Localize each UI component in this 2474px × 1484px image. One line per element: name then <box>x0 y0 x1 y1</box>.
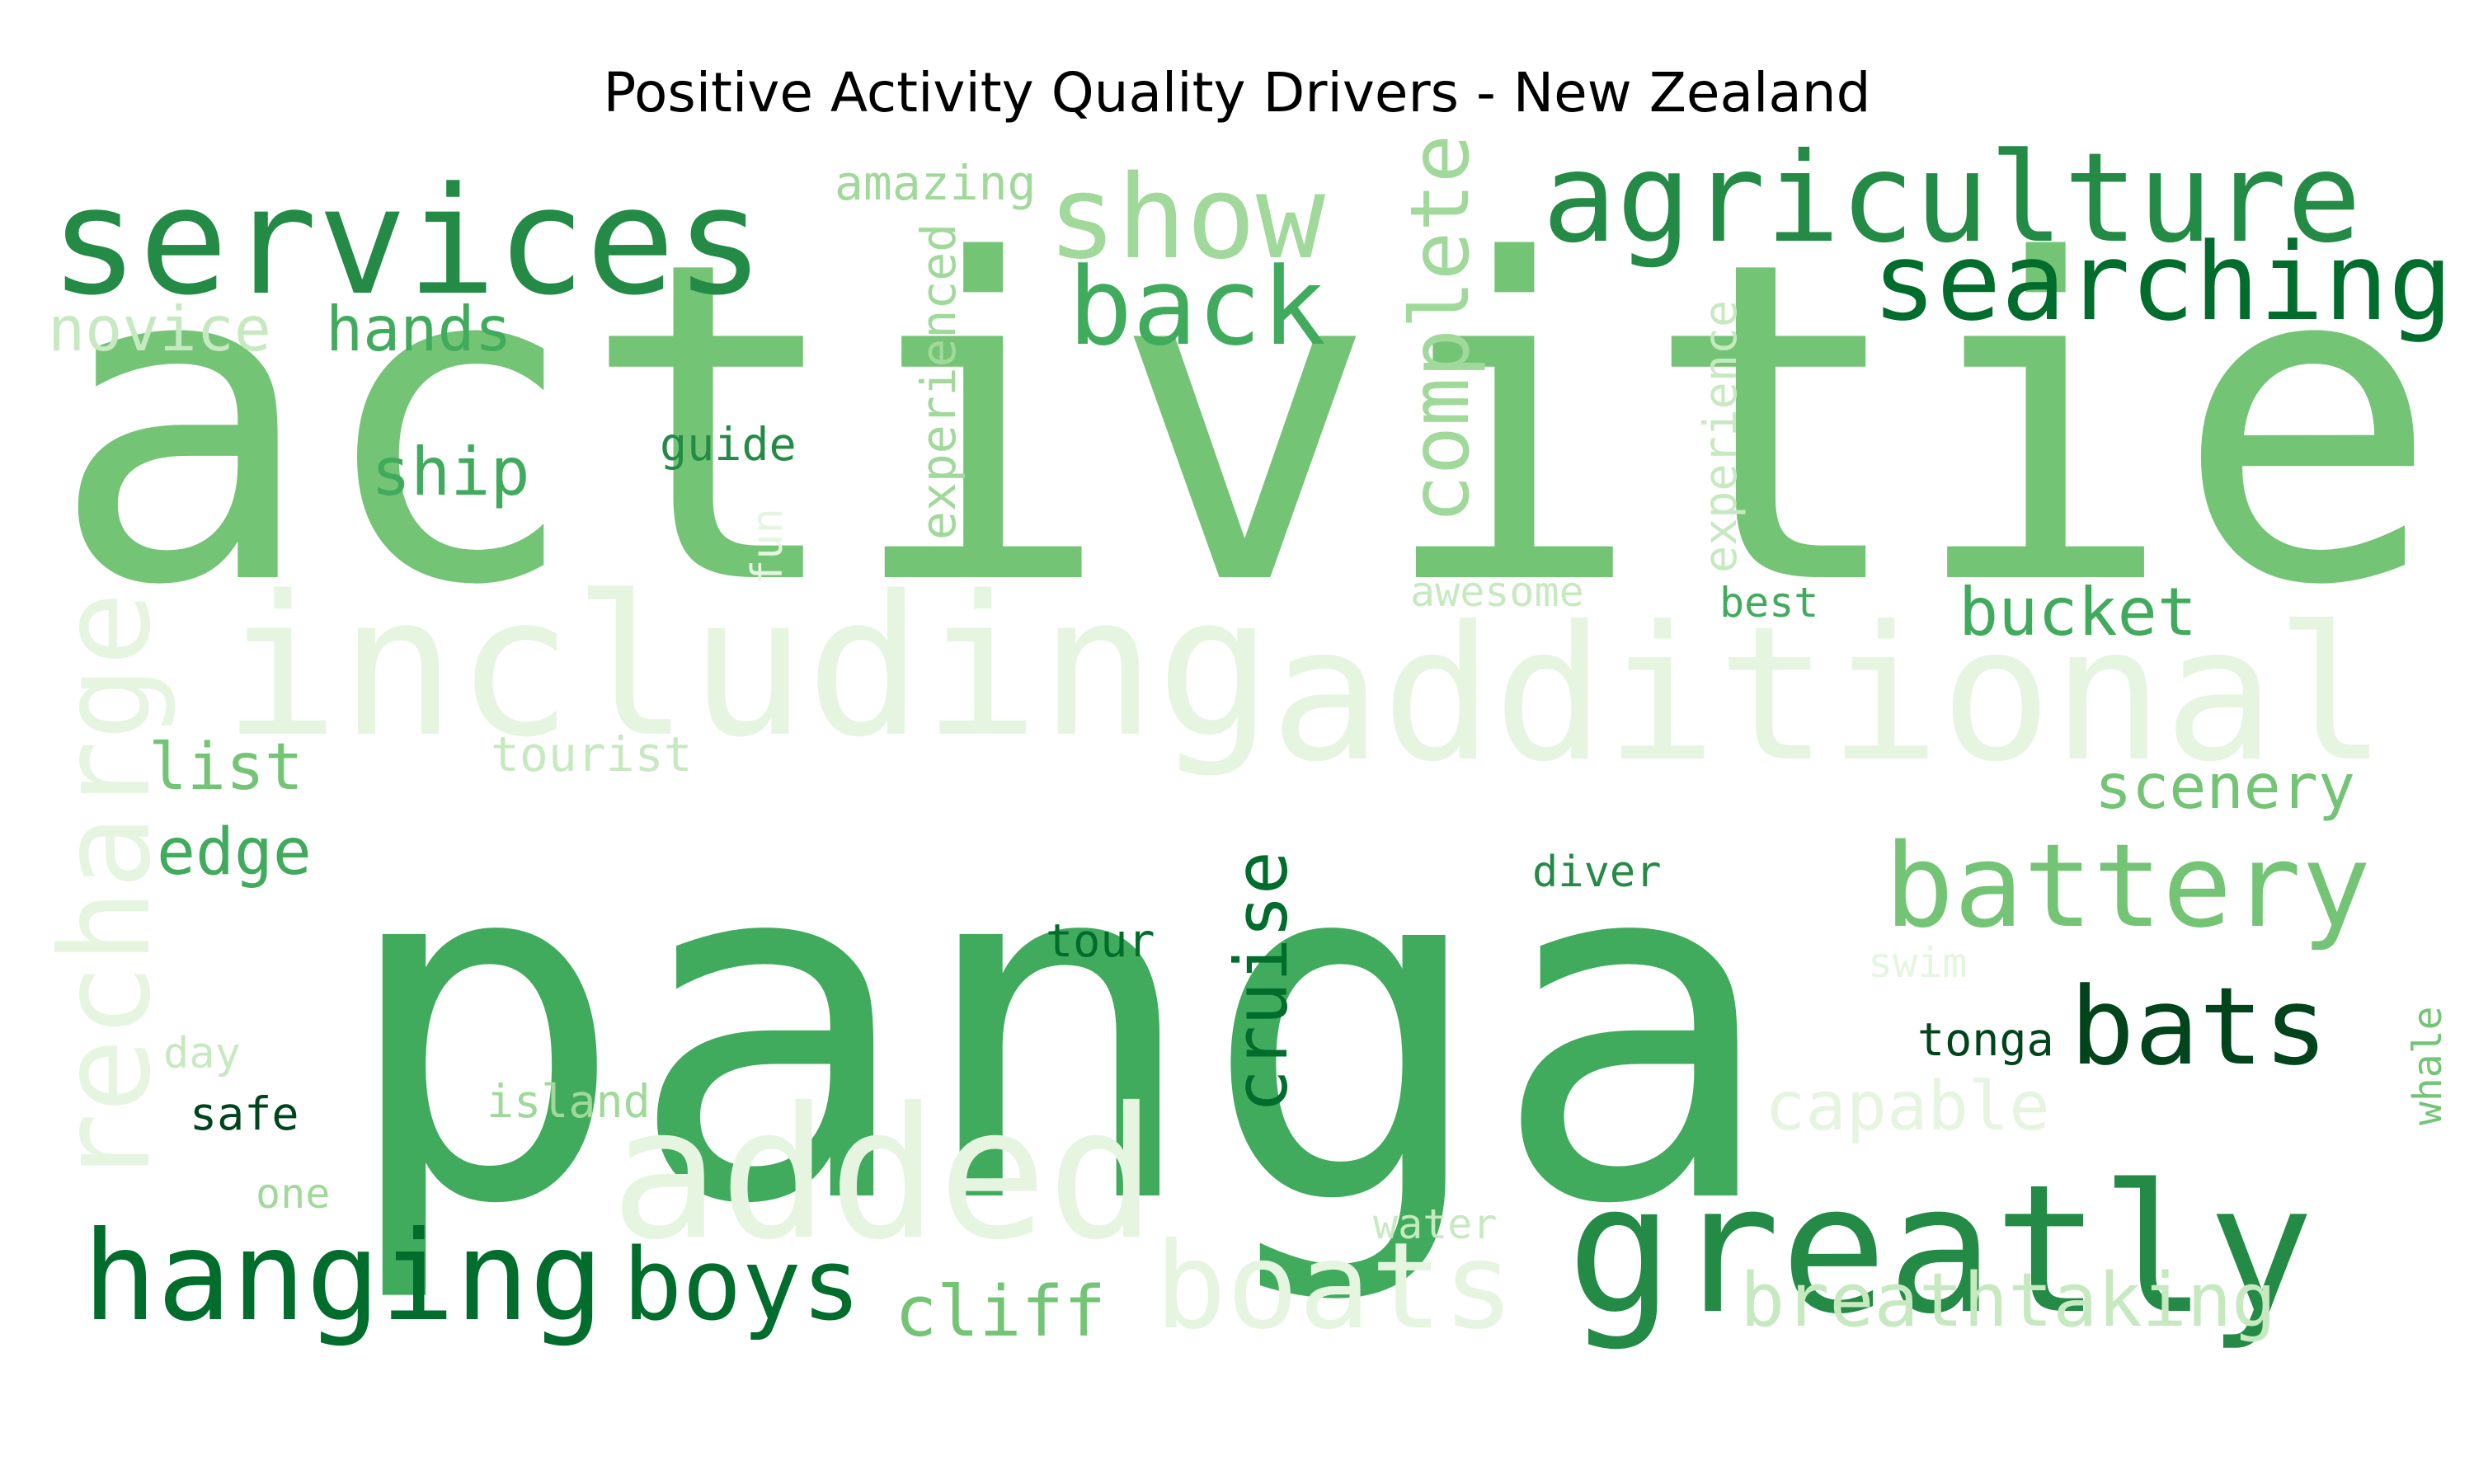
word-cliff: cliff <box>895 1271 1106 1353</box>
word-additional: additional <box>1270 587 2387 803</box>
word-edge: edge <box>157 815 312 890</box>
word-tourist: tourist <box>491 726 692 782</box>
word-agriculture: agriculture <box>1542 127 2361 270</box>
word-diver: diver <box>1532 848 1662 897</box>
word-hands: hands <box>326 293 512 365</box>
word-island: island <box>487 1075 651 1128</box>
word-awesome: awesome <box>1410 568 1584 616</box>
word-show: show <box>1047 151 1326 285</box>
word-recharge: recharge <box>35 592 178 1187</box>
word-breathtaking: breathtaking <box>1740 1257 2276 1344</box>
word-including: including <box>223 555 1272 780</box>
word-services: services <box>49 156 764 328</box>
word-novice: novice <box>48 293 271 365</box>
word-searching: searching <box>1872 219 2453 345</box>
word-one: one <box>256 1170 330 1218</box>
word-scenery: scenery <box>2095 750 2355 823</box>
word-experienced: experienced <box>910 223 967 540</box>
word-best: best <box>1719 579 1818 627</box>
word-safe: safe <box>190 1087 299 1140</box>
word-ship: ship <box>371 434 530 510</box>
word-hanging: hanging <box>82 1205 604 1349</box>
chart-title: Positive Activity Quality Drivers - New … <box>603 61 1871 124</box>
word-amazing: amazing <box>835 155 1036 211</box>
word-capable: capable <box>1765 1068 2050 1146</box>
word-experience: experience <box>1694 300 1747 573</box>
word-bucket: bucket <box>1959 574 2197 650</box>
word-back: back <box>1068 244 1326 369</box>
word-boats: boats <box>1155 1217 1515 1356</box>
word-activities: activities <box>49 168 2474 682</box>
word-complete: complete <box>1394 134 1488 524</box>
word-fun: fun <box>743 508 793 585</box>
word-day: day <box>163 1029 241 1078</box>
word-boys: boys <box>623 1228 861 1343</box>
word-water: water <box>1373 1200 1498 1248</box>
word-swim: swim <box>1868 939 1967 987</box>
word-battery: battery <box>1884 819 2371 954</box>
word-list: list <box>148 730 303 805</box>
word-panga: panga <box>338 752 1778 1308</box>
word-tour: tour <box>1046 914 1155 967</box>
word-greatly: greatly <box>1567 1146 2314 1353</box>
word-guide: guide <box>660 418 797 471</box>
word-tonga: tonga <box>1917 1013 2054 1066</box>
word-added: added <box>610 1068 1156 1280</box>
word-whale: whale <box>2405 1007 2451 1126</box>
word-cruise: cruise <box>1219 851 1304 1113</box>
word-bats: bats <box>2070 964 2328 1089</box>
